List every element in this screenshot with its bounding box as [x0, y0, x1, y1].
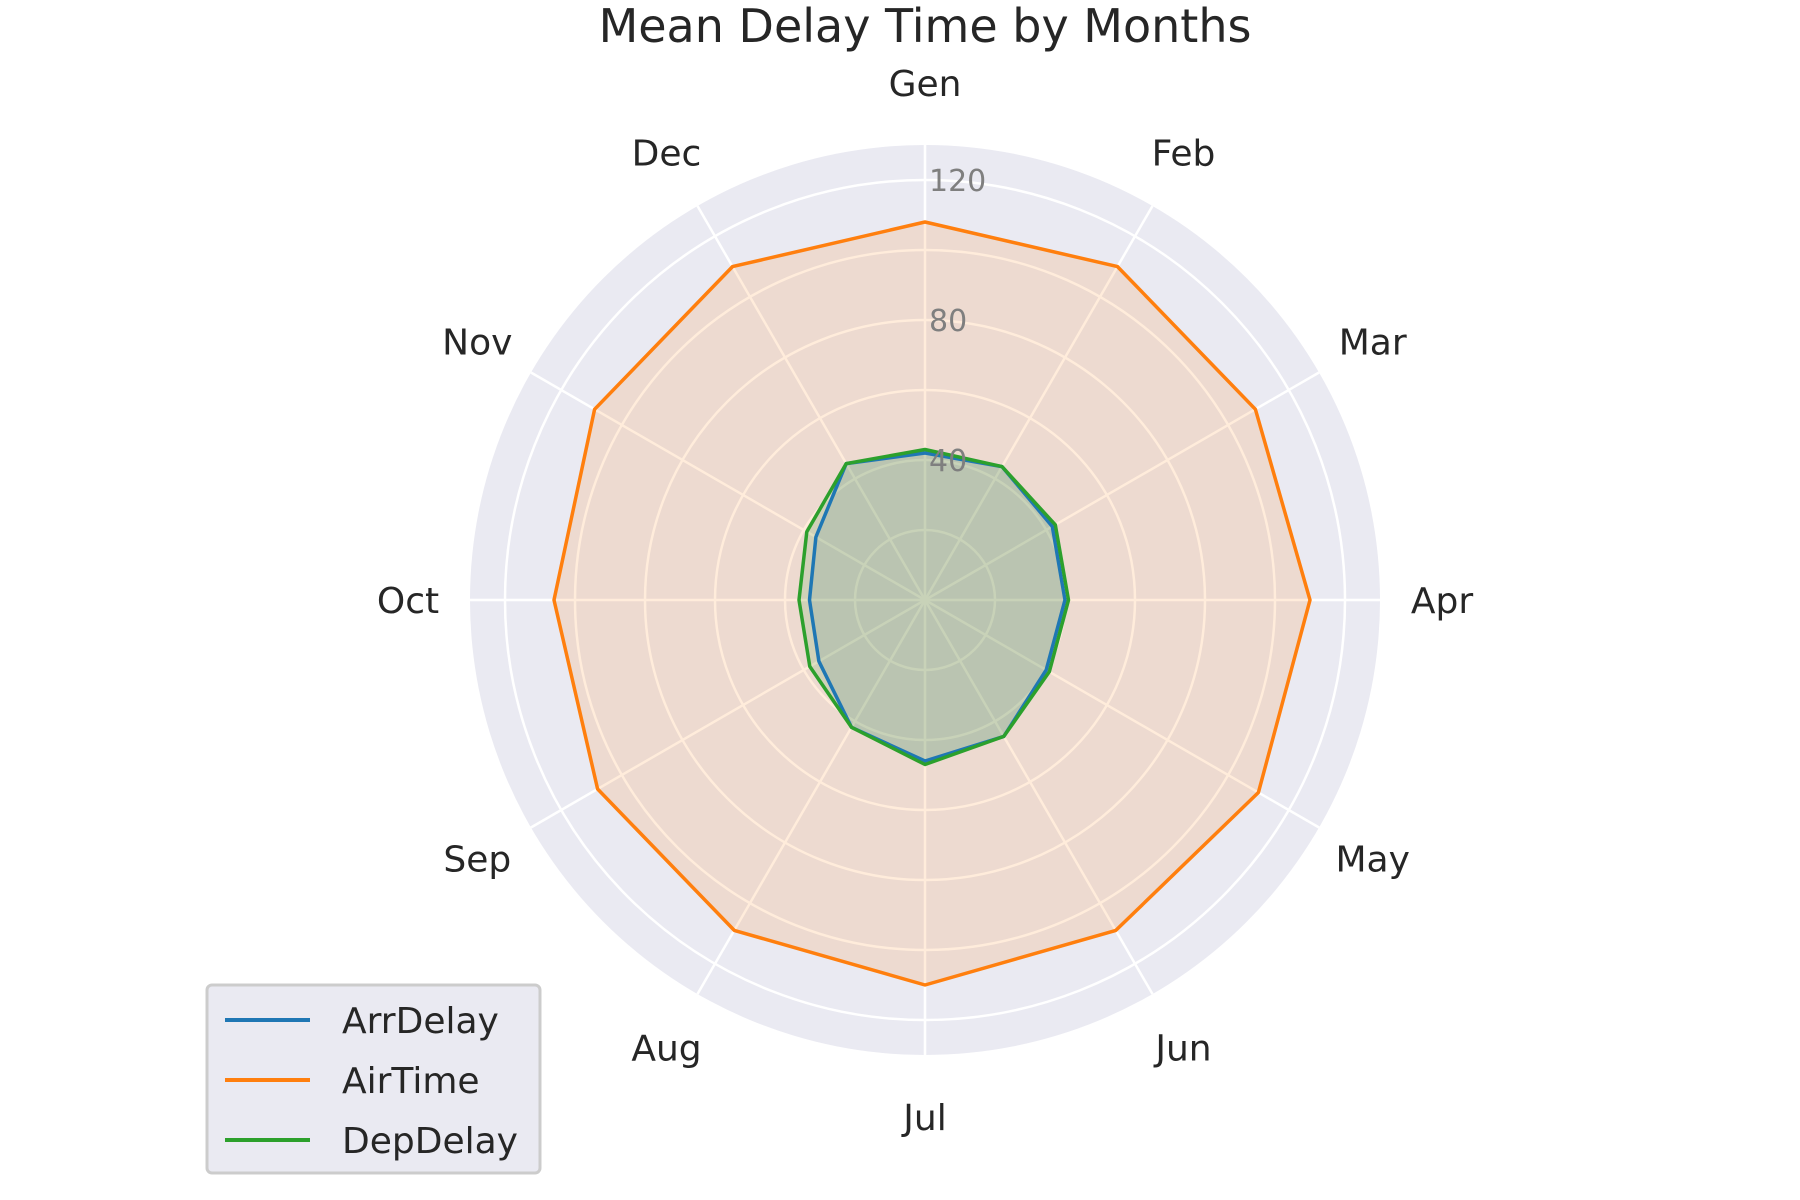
grid-spoke	[924, 598, 1320, 829]
chart-title: Mean Delay Time by Months	[599, 0, 1252, 53]
grid-spoke	[923, 205, 1154, 601]
series-line-depdelay	[797, 447, 1071, 767]
month-label-dec: Dec	[632, 133, 702, 174]
month-label-feb: Feb	[1152, 133, 1216, 174]
legend-label-depdelay: DepDelay	[342, 1121, 518, 1162]
month-label-mar: Mar	[1339, 323, 1407, 364]
month-label-may: May	[1335, 840, 1409, 881]
legend: ArrDelay AirTime DepDelay	[205, 983, 542, 1175]
month-label-apr: Apr	[1411, 581, 1473, 622]
series-fill-depdelay	[799, 449, 1069, 765]
grid-spoke	[923, 599, 1154, 995]
month-label-nov: Nov	[442, 323, 512, 364]
r-tick-label: 120	[929, 164, 986, 199]
grid-spoke	[530, 371, 926, 602]
series-fill-airtime	[554, 222, 1310, 985]
grid-spoke	[696, 599, 927, 995]
month-label-aug: Aug	[631, 1029, 701, 1070]
series-fill-arrdelay	[809, 453, 1065, 761]
plot-area: 40 80 120 Gen Feb Mar Apr May Jun Jul Aug Sep Oct Nov…	[377, 64, 1473, 1139]
month-label-sep: Sep	[443, 840, 511, 881]
month-label-jun: Jun	[1153, 1029, 1211, 1070]
series-line-airtime	[552, 220, 1312, 987]
r-tick-label: 80	[929, 304, 967, 339]
series-line-arrdelay	[807, 451, 1067, 763]
legend-label-arrdelay: ArrDelay	[342, 1001, 499, 1042]
grid-spoke	[924, 371, 1320, 602]
month-label-gen: Gen	[889, 64, 962, 105]
legend-label-airtime: AirTime	[342, 1061, 480, 1102]
grid-spoke	[696, 205, 927, 601]
month-label-oct: Oct	[377, 581, 439, 622]
r-tick-label: 40	[929, 444, 967, 479]
month-label-jul: Jul	[901, 1098, 946, 1139]
legend-box	[205, 983, 542, 1175]
